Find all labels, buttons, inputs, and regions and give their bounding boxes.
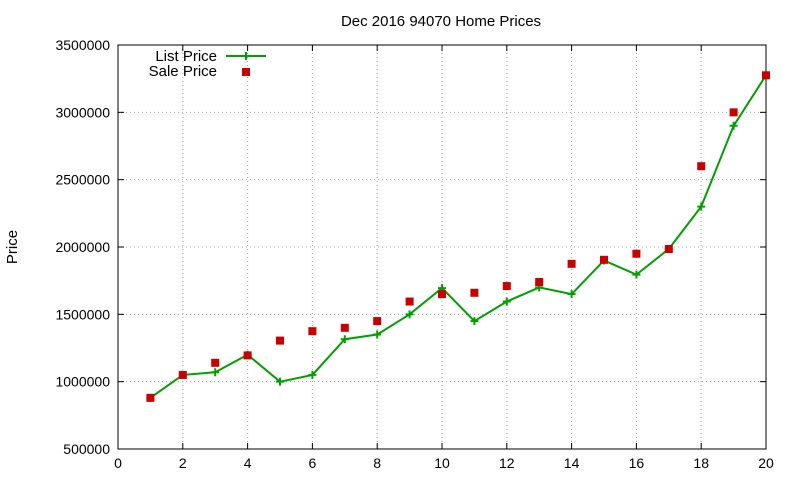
list-price-point [729, 121, 738, 130]
sale-price-point [276, 336, 284, 345]
y-axis-label: Price [4, 230, 21, 264]
x-tick-label: 0 [114, 455, 122, 471]
list-price-point [470, 317, 479, 326]
x-tick-label: 18 [693, 455, 709, 471]
sale-price-point [632, 249, 641, 258]
list-price-point [340, 335, 349, 344]
list-price-point [276, 377, 284, 386]
chart-title: Dec 2016 94070 Home Prices [341, 13, 541, 30]
x-tick-label: 10 [434, 455, 450, 471]
y-tick-label: 3500000 [55, 37, 110, 53]
sale-price-point [243, 351, 252, 360]
x-tick-label: 2 [179, 455, 187, 471]
list-price-point [697, 202, 706, 211]
sale-price-point [535, 278, 544, 287]
sale-price-point [405, 297, 414, 306]
sale-price-point [438, 290, 446, 299]
y-tick-label: 3000000 [55, 104, 110, 120]
sale-price-point [567, 259, 576, 268]
x-axis-ticks: 0 2 4 6 8 10 12 14 16 18 20 [114, 45, 774, 471]
y-tick-label: 1000000 [55, 374, 110, 390]
x-tick-label: 20 [758, 455, 774, 471]
sale-price-point [729, 108, 738, 117]
list-price-point [567, 290, 576, 299]
list-price-point [502, 297, 511, 306]
x-tick-label: 4 [244, 455, 252, 471]
sale-price-point [600, 255, 608, 264]
legend-marker-sale-price [242, 68, 250, 76]
sale-price-point [211, 358, 220, 367]
sale-price-point [308, 327, 317, 336]
sale-price-point [373, 317, 382, 326]
sale-price-point [178, 370, 187, 379]
legend-marker-list-price [242, 52, 250, 60]
y-tick-label: 500000 [63, 441, 110, 457]
y-axis-ticks: 500000 1000000 1500000 2000000 2500000 300000… [55, 37, 766, 457]
list-price-point [632, 270, 641, 279]
legend-label-list-price: List Price [155, 48, 217, 65]
sale-price-point [146, 393, 155, 402]
sale-price-point [470, 288, 479, 297]
sale-price-point [340, 323, 349, 332]
y-tick-label: 1500000 [55, 306, 110, 322]
x-tick-label: 8 [373, 455, 381, 471]
grid-layer [118, 45, 766, 449]
x-tick-label: 12 [499, 455, 515, 471]
x-tick-label: 14 [564, 455, 580, 471]
series-layer [146, 71, 770, 402]
sale-price-point [762, 71, 770, 80]
x-tick-label: 6 [309, 455, 317, 471]
sale-price-point [697, 162, 706, 171]
sale-price-point [664, 245, 673, 254]
list-price-point [373, 330, 382, 339]
list-price-point [308, 370, 317, 379]
y-tick-label: 2000000 [55, 239, 110, 255]
legend-label-sale-price: Sale Price [149, 63, 217, 80]
list-price-point [405, 310, 414, 319]
list-price-line [149, 74, 767, 399]
list-price-point [211, 368, 220, 377]
y-tick-label: 2500000 [55, 172, 110, 188]
x-tick-label: 16 [629, 455, 645, 471]
sale-price-point [502, 282, 511, 291]
